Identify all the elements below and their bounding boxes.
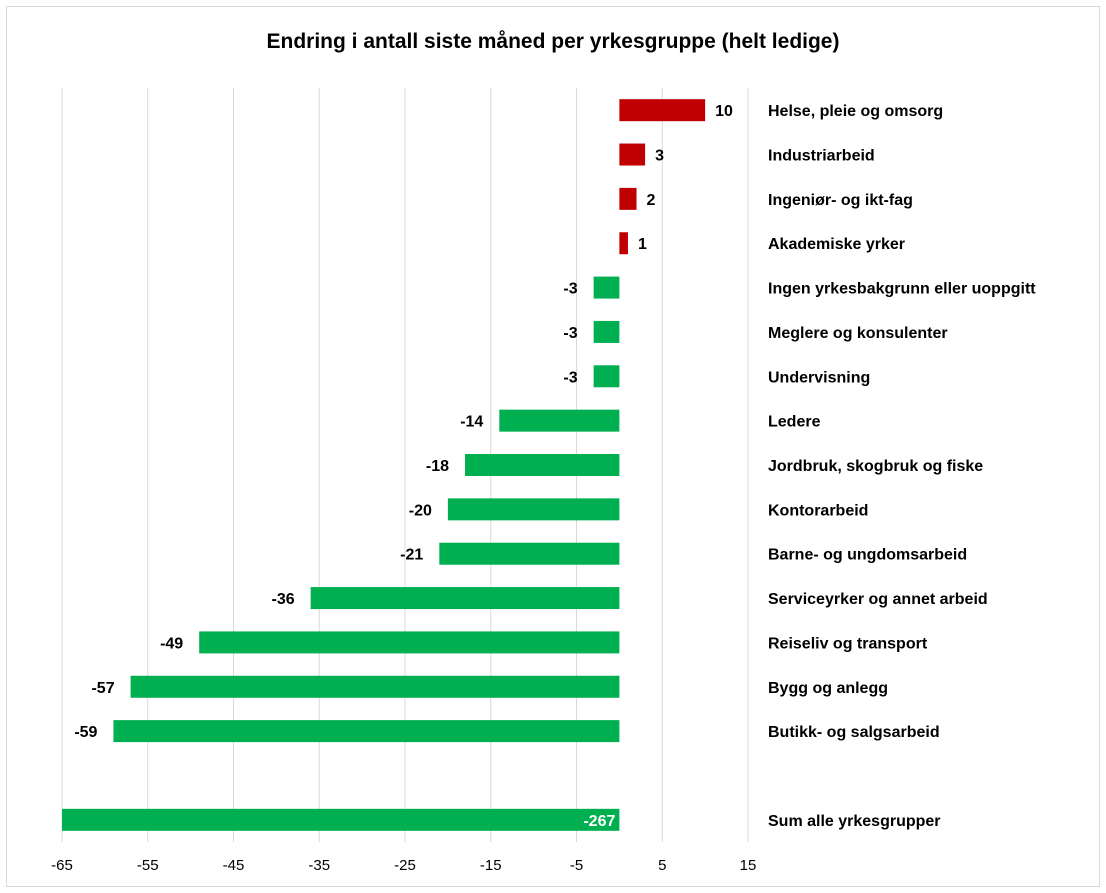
category-label: Akademiske yrker	[768, 236, 905, 253]
category-label: Ingeniør- og ikt-fag	[768, 192, 913, 209]
category-label: Barne- og ungdomsarbeid	[768, 547, 967, 564]
x-tick-label: -45	[223, 857, 245, 874]
bar	[619, 143, 646, 166]
data-label: 10	[715, 103, 733, 120]
data-label: -36	[272, 591, 295, 608]
data-label: -21	[400, 547, 423, 564]
category-labels: Helse, pleie og omsorg Industriarbeid Inge…	[768, 103, 1036, 830]
category-label: Helse, pleie og omsorg	[768, 103, 943, 120]
data-label: -59	[74, 724, 97, 741]
category-label: Jordbruk, skogbruk og fiske	[768, 458, 983, 475]
bar	[619, 232, 628, 255]
x-tick-label: -25	[394, 857, 416, 874]
bar	[199, 631, 620, 654]
bars	[62, 99, 706, 831]
data-label: 3	[655, 148, 664, 165]
bar	[593, 320, 620, 343]
data-label: -3	[563, 325, 577, 342]
category-label: Meglere og konsulenter	[768, 325, 948, 342]
bar	[465, 454, 620, 476]
category-label: Ingen yrkesbakgrunn eller uoppgitt	[768, 281, 1036, 298]
x-tick-label: -5	[570, 857, 583, 874]
category-label: Reiseliv og transport	[768, 635, 928, 652]
data-label: -3	[563, 281, 577, 298]
data-label: -3	[563, 369, 577, 386]
category-label: Butikk- og salgsarbeid	[768, 724, 940, 741]
x-tick-label: -35	[308, 857, 330, 874]
x-tick-label: -55	[137, 857, 159, 874]
data-label: -49	[160, 635, 183, 652]
category-label: Serviceyrker og annet arbeid	[768, 591, 988, 608]
category-label: Ledere	[768, 414, 821, 431]
x-axis-ticks: -65 -55 -45 -35 -25 -15 -5 5 15	[51, 857, 756, 874]
bar	[130, 675, 620, 698]
data-label: -14	[460, 414, 483, 431]
category-label: Kontorarbeid	[768, 502, 868, 519]
data-label: -20	[409, 502, 432, 519]
data-label: 1	[638, 236, 647, 253]
bar	[619, 99, 706, 122]
bar	[310, 587, 620, 610]
chart-title: Endring i antall siste måned per yrkesgr…	[266, 30, 840, 53]
category-label: Sum alle yrkesgrupper	[768, 813, 941, 830]
data-label: -267	[583, 813, 615, 830]
x-tick-label: -65	[51, 857, 73, 874]
bar	[447, 498, 620, 521]
category-label: Bygg og anlegg	[768, 680, 888, 697]
bar	[113, 720, 620, 743]
bar	[499, 409, 620, 432]
category-label: Industriarbeid	[768, 148, 875, 165]
x-tick-label: -15	[480, 857, 502, 874]
data-label: -57	[91, 680, 114, 697]
bar	[593, 365, 620, 388]
data-labels: 10 3 2 1 -3 -3 -3 -14 -18 -20 -21 -36 -49 -57 -59 -267	[74, 103, 733, 830]
data-label: -18	[426, 458, 449, 475]
category-label: Undervisning	[768, 369, 870, 386]
x-tick-label: 15	[740, 857, 757, 874]
x-tick-label: 5	[658, 857, 666, 874]
bar	[439, 542, 620, 565]
data-label: 2	[647, 192, 656, 209]
bar	[593, 276, 620, 299]
bar	[619, 187, 637, 210]
bar	[62, 808, 620, 831]
